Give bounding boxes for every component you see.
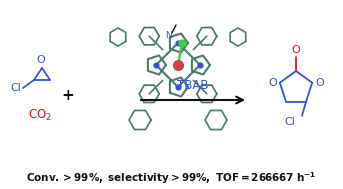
Text: O: O: [268, 78, 277, 88]
Text: Cl: Cl: [10, 83, 21, 93]
Text: $\mathbf{Conv.>99\%,\ selectivity>99\%,\ TOF=266667\ h^{-1}}$: $\mathbf{Conv.>99\%,\ selectivity>99\%,\…: [26, 170, 316, 186]
Text: CO$_2$: CO$_2$: [28, 108, 52, 122]
Text: TBAB: TBAB: [177, 79, 209, 92]
Text: N: N: [165, 30, 172, 40]
Text: O: O: [292, 45, 300, 55]
Text: Cl: Cl: [284, 117, 295, 127]
Text: +: +: [62, 88, 74, 102]
Text: O: O: [315, 78, 324, 88]
Text: O: O: [37, 55, 45, 65]
